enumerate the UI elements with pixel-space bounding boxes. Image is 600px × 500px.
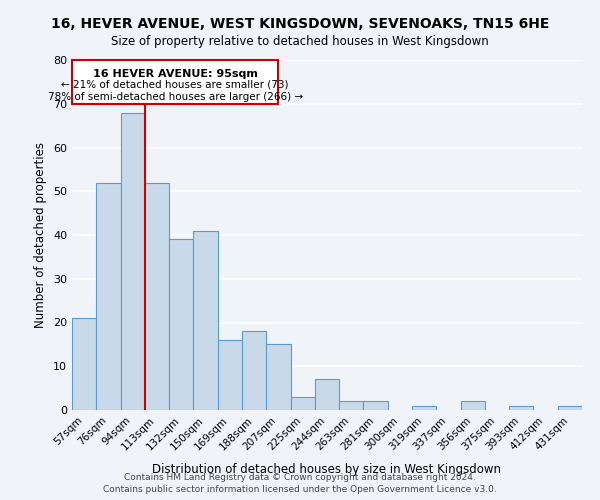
Bar (315, 380, 339, 410)
Bar (193, 230, 218, 410)
Bar (364, 401, 388, 410)
Text: Contains public sector information licensed under the Open Government Licence v3: Contains public sector information licen… (103, 485, 497, 494)
Bar (72, 318, 96, 410)
X-axis label: Distribution of detached houses by size in West Kingsdown: Distribution of detached houses by size … (152, 463, 502, 476)
Text: Contains HM Land Registry data © Crown copyright and database right 2024.: Contains HM Land Registry data © Crown c… (124, 472, 476, 482)
Text: ← 21% of detached houses are smaller (73): ← 21% of detached houses are smaller (73… (61, 80, 289, 90)
Bar (96, 182, 121, 410)
Text: 78% of semi-detached houses are larger (266) →: 78% of semi-detached houses are larger (… (47, 92, 303, 102)
Bar (266, 344, 290, 410)
Bar (242, 331, 266, 410)
Bar (290, 397, 315, 410)
Bar (121, 112, 145, 410)
Bar (339, 401, 364, 410)
FancyBboxPatch shape (72, 60, 278, 104)
Bar (509, 406, 533, 410)
Bar (558, 406, 582, 410)
Bar (169, 240, 193, 410)
Text: Size of property relative to detached houses in West Kingsdown: Size of property relative to detached ho… (111, 35, 489, 48)
Y-axis label: Number of detached properties: Number of detached properties (34, 142, 47, 328)
Bar (412, 406, 436, 410)
Bar (145, 182, 169, 410)
Text: 16, HEVER AVENUE, WEST KINGSDOWN, SEVENOAKS, TN15 6HE: 16, HEVER AVENUE, WEST KINGSDOWN, SEVENO… (51, 18, 549, 32)
Text: 16 HEVER AVENUE: 95sqm: 16 HEVER AVENUE: 95sqm (93, 69, 257, 79)
Bar (218, 340, 242, 410)
Bar (461, 401, 485, 410)
